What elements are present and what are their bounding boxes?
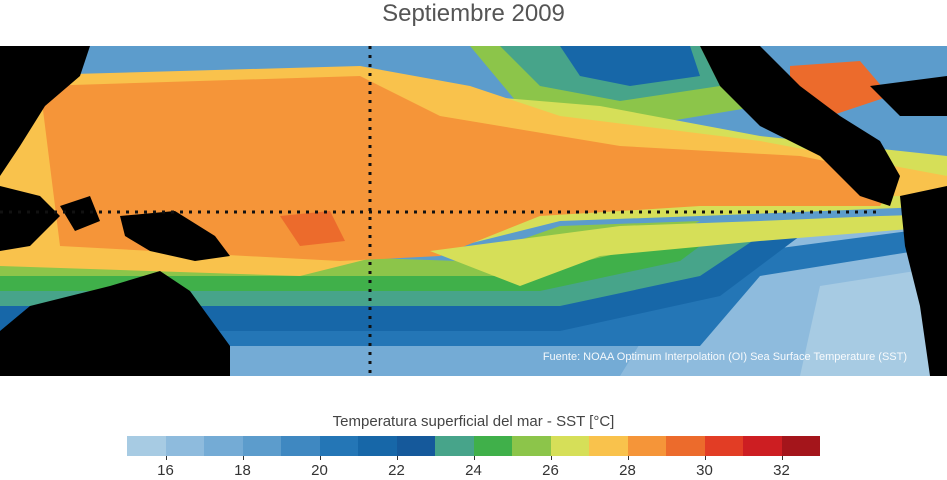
sst-band-southeast-coldest — [800, 266, 947, 376]
colorbar-ticks: 16 18 20 22 24 26 28 30 32 — [0, 456, 947, 480]
colorbar-tick-mark — [550, 456, 552, 460]
colorbar-swatch — [550, 436, 589, 456]
colorbar-tick-mark — [627, 456, 629, 460]
colorbar-swatch — [204, 436, 243, 456]
colorbar-tick-mark — [473, 456, 475, 460]
sst-map[interactable] — [0, 46, 947, 376]
land-asia — [0, 46, 90, 176]
colorbar-tick-label: 32 — [773, 462, 790, 479]
colorbar-tick-mark — [319, 456, 321, 460]
colorbar-tick-mark — [165, 456, 167, 460]
colorbar-tick-mark — [396, 456, 398, 460]
colorbar — [127, 436, 820, 456]
sst-band-orange — [40, 76, 900, 261]
sst-hotspot-1 — [280, 211, 345, 246]
colorbar-swatch — [512, 436, 551, 456]
colorbar-swatch — [281, 436, 320, 456]
colorbar-swatch — [627, 436, 666, 456]
sst-map-svg — [0, 46, 947, 376]
colorbar-title: Temperatura superficial del mar - SST [°… — [332, 413, 615, 430]
colorbar-swatch — [358, 436, 397, 456]
colorbar-tick-label: 26 — [542, 462, 559, 479]
colorbar-tick-label: 24 — [465, 462, 482, 479]
colorbar-swatch — [319, 436, 358, 456]
colorbar-swatch — [743, 436, 782, 456]
colorbar-swatch — [666, 436, 705, 456]
land-sulawesi — [60, 196, 100, 231]
colorbar-swatch — [473, 436, 512, 456]
page-title: Septiembre 2009 — [382, 0, 565, 27]
colorbar-tick-label: 28 — [619, 462, 636, 479]
colorbar-tick-mark — [704, 456, 706, 460]
colorbar-swatch — [435, 436, 474, 456]
land-florida-cuba — [870, 76, 947, 116]
land-masses — [0, 46, 947, 376]
land-australia — [0, 271, 230, 376]
colorbar-swatch — [781, 436, 820, 456]
colorbar-tick-label: 30 — [696, 462, 713, 479]
land-north-america — [700, 46, 900, 206]
colorbar-tick-label: 18 — [234, 462, 251, 479]
colorbar-tick-label: 22 — [388, 462, 405, 479]
colorbar-tick-mark — [781, 456, 783, 460]
sst-band-north-blue — [560, 46, 700, 86]
colorbar-tick-label: 20 — [311, 462, 328, 479]
colorbar-swatch — [704, 436, 743, 456]
colorbar-tick-label: 16 — [157, 462, 174, 479]
colorbar-tick-mark — [242, 456, 244, 460]
land-south-america — [900, 186, 947, 376]
colorbar-swatch — [127, 436, 166, 456]
sst-band-eq-yellow — [430, 214, 947, 286]
colorbar-swatch — [589, 436, 628, 456]
colorbar-swatch — [165, 436, 204, 456]
land-new-guinea — [120, 211, 230, 261]
colorbar-swatch — [242, 436, 281, 456]
colorbar-swatch — [396, 436, 435, 456]
source-credit: Fuente: NOAA Optimum Interpolation (OI) … — [542, 351, 907, 363]
land-borneo — [0, 186, 60, 251]
